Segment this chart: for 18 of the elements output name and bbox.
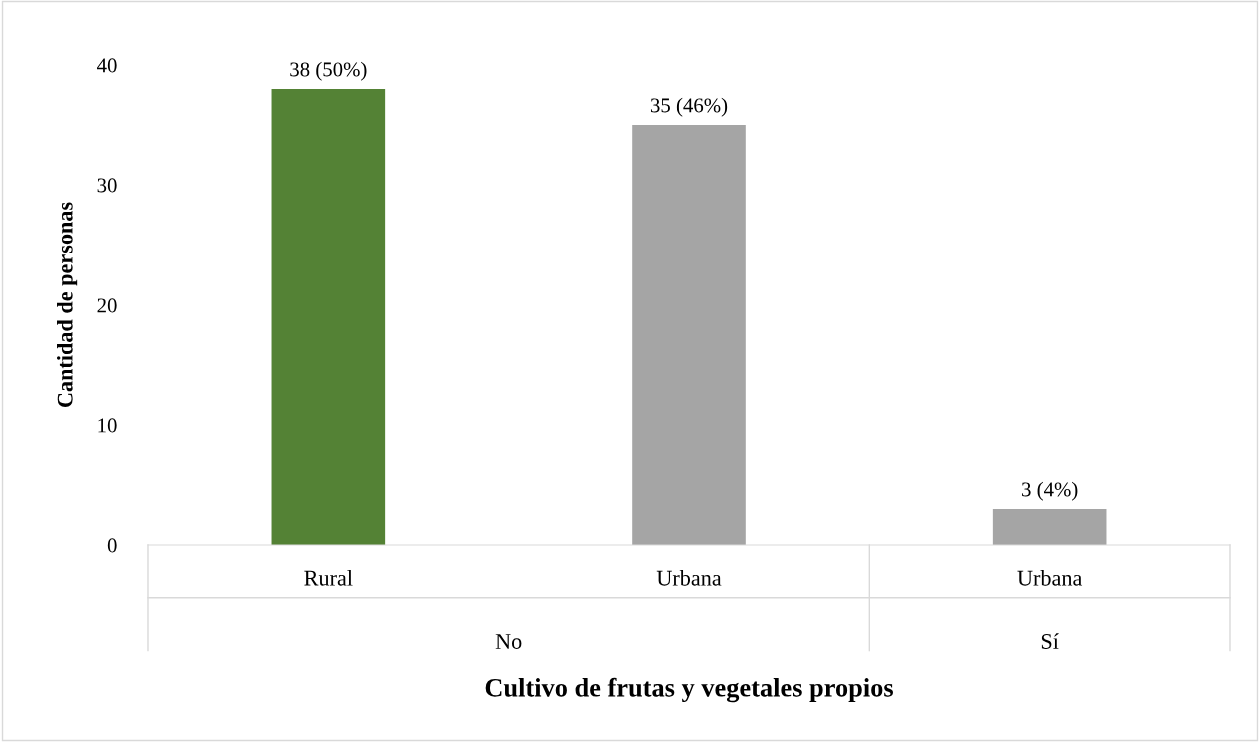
- data-label: 38 (50%): [290, 61, 367, 81]
- y-axis-title: Cantidad de personas: [57, 202, 78, 408]
- y-tick-label: 20: [97, 298, 117, 313]
- x-axis-title: Cultivo de frutas y vegetales propios: [485, 677, 893, 703]
- x-tick-label: Urbana: [1017, 570, 1083, 586]
- y-tick-label: 10: [98, 418, 117, 433]
- x-tick-label: Urbana: [656, 570, 722, 586]
- y-tick-label: 30: [97, 178, 117, 193]
- bar: [271, 89, 386, 545]
- text: Sí: [1041, 633, 1059, 649]
- y-tick-label: 40: [97, 58, 117, 73]
- text: No: [495, 634, 522, 649]
- x-tick-label: Rural: [304, 570, 353, 586]
- data-label: 3 (4%): [1022, 481, 1078, 501]
- y-tick-label: 0: [107, 538, 117, 553]
- bar: [632, 125, 746, 545]
- bar: [992, 509, 1107, 545]
- data-label: 35 (46%): [650, 97, 728, 117]
